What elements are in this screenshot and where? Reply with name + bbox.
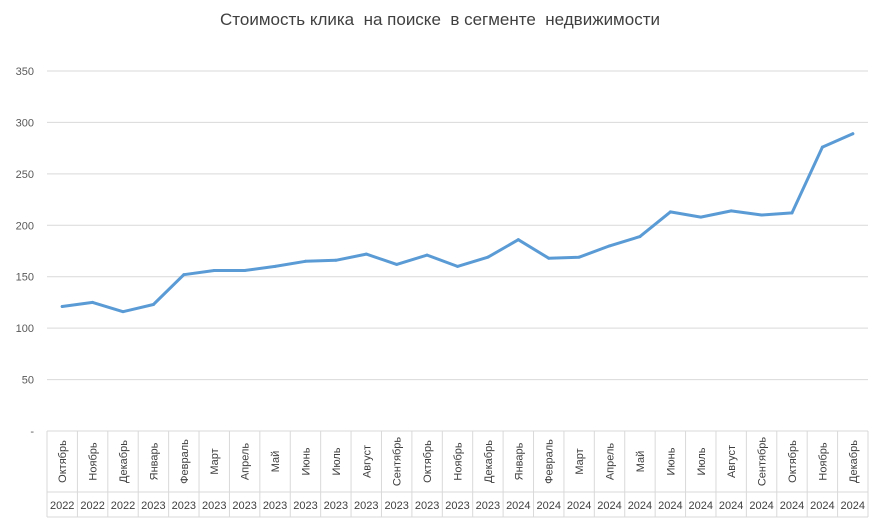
x-tick-label-month: Май xyxy=(635,451,647,473)
x-tick-label-year: 2023 xyxy=(232,500,256,512)
x-tick-label-year: 2024 xyxy=(689,500,713,512)
data-point xyxy=(303,259,307,263)
x-tick-label-year: 2024 xyxy=(719,500,743,512)
x-tick-label-year: 2023 xyxy=(415,500,439,512)
data-point xyxy=(760,213,764,217)
data-point xyxy=(486,255,490,259)
data-point xyxy=(395,262,399,266)
data-point xyxy=(273,264,277,268)
y-tick-label: 50 xyxy=(22,375,34,387)
x-tick-label-month: Сентябрь xyxy=(757,437,769,487)
x-tick-label-year: 2023 xyxy=(263,500,287,512)
x-tick-label-month: Декабрь xyxy=(483,440,495,483)
x-tick-label-year: 2023 xyxy=(445,500,469,512)
x-tick-label-month: Июнь xyxy=(300,447,312,475)
data-point xyxy=(790,211,794,215)
data-point xyxy=(182,273,186,277)
data-point xyxy=(638,235,642,239)
x-tick-label-month: Июль xyxy=(696,447,708,475)
x-tick-label-month: Май xyxy=(270,451,282,473)
x-tick-label-year: 2024 xyxy=(567,500,591,512)
x-tick-label-month: Октябрь xyxy=(787,440,799,483)
x-tick-label-year: 2023 xyxy=(476,500,500,512)
data-point xyxy=(243,269,247,273)
x-tick-label-year: 2023 xyxy=(172,500,196,512)
data-point xyxy=(334,258,338,262)
y-tick-label: 200 xyxy=(16,220,34,232)
x-tick-label-year: 2023 xyxy=(202,500,226,512)
data-point xyxy=(60,305,64,309)
x-tick-label-year: 2023 xyxy=(141,500,165,512)
x-tick-label-month: Март xyxy=(209,448,221,474)
x-tick-label-year: 2023 xyxy=(293,500,317,512)
x-tick-label-year: 2024 xyxy=(506,500,530,512)
x-tick-label-month: Октябрь xyxy=(422,440,434,483)
x-tick-label-month: Сентябрь xyxy=(392,437,404,487)
data-point xyxy=(151,302,155,306)
x-tick-label-year: 2024 xyxy=(841,500,865,512)
x-tick-label-month: Апрель xyxy=(240,443,252,481)
y-tick-label: 100 xyxy=(16,323,34,335)
data-point xyxy=(516,238,520,242)
x-tick-label-year: 2023 xyxy=(354,500,378,512)
data-point xyxy=(425,253,429,257)
x-tick-label-month: Июль xyxy=(331,447,343,475)
x-tick-label-month: Декабрь xyxy=(848,440,860,483)
y-tick-label: 150 xyxy=(16,272,34,284)
x-tick-label-month: Июнь xyxy=(665,447,677,475)
x-tick-label-month: Ноябрь xyxy=(88,442,100,480)
x-tick-label-year: 2022 xyxy=(80,500,104,512)
x-tick-label-month: Февраль xyxy=(179,439,191,484)
data-point xyxy=(547,256,551,260)
x-tick-label-month: Апрель xyxy=(605,443,617,481)
data-point xyxy=(699,215,703,219)
data-point xyxy=(456,264,459,268)
y-tick-label: 250 xyxy=(16,169,34,181)
x-tick-label-month: Октябрь xyxy=(57,440,69,483)
data-point xyxy=(668,210,672,214)
x-tick-label-year: 2022 xyxy=(50,500,74,512)
data-point xyxy=(212,269,216,273)
y-tick-label: 300 xyxy=(16,117,34,129)
x-tick-label-month: Декабрь xyxy=(118,440,130,483)
y-tick-label: 350 xyxy=(16,66,34,78)
x-tick-label-year: 2023 xyxy=(384,500,408,512)
data-point xyxy=(364,252,368,256)
data-point xyxy=(121,310,125,314)
x-tick-label-year: 2023 xyxy=(324,500,348,512)
x-tick-label-month: Август xyxy=(726,445,738,478)
data-point xyxy=(851,132,855,136)
chart-title: Стоимость клика на поиске в сегменте нед… xyxy=(220,10,660,29)
data-series-line xyxy=(60,132,855,314)
x-tick-label-month: Ноябрь xyxy=(453,442,465,480)
x-tick-label-year: 2024 xyxy=(780,500,804,512)
data-point xyxy=(91,300,95,304)
x-tick-label-year: 2024 xyxy=(810,500,834,512)
x-tick-label-year: 2024 xyxy=(536,500,560,512)
x-tick-label-month: Январь xyxy=(148,442,160,480)
x-tick-label-year: 2024 xyxy=(749,500,773,512)
data-point xyxy=(577,255,581,259)
x-tick-label-month: Март xyxy=(574,448,586,474)
x-tick-label-month: Февраль xyxy=(544,439,556,484)
x-tick-label-month: Январь xyxy=(513,442,525,480)
x-tick-label-month: Ноябрь xyxy=(817,442,829,480)
data-point xyxy=(608,244,612,248)
data-point xyxy=(820,145,824,149)
x-tick-label-month: Август xyxy=(361,445,373,478)
x-tick-label-year: 2024 xyxy=(658,500,682,512)
x-tick-label-year: 2022 xyxy=(111,500,135,512)
x-tick-label-year: 2024 xyxy=(597,500,621,512)
y-tick-label: - xyxy=(30,426,34,438)
x-tick-label-year: 2024 xyxy=(628,500,652,512)
data-point xyxy=(729,209,733,213)
